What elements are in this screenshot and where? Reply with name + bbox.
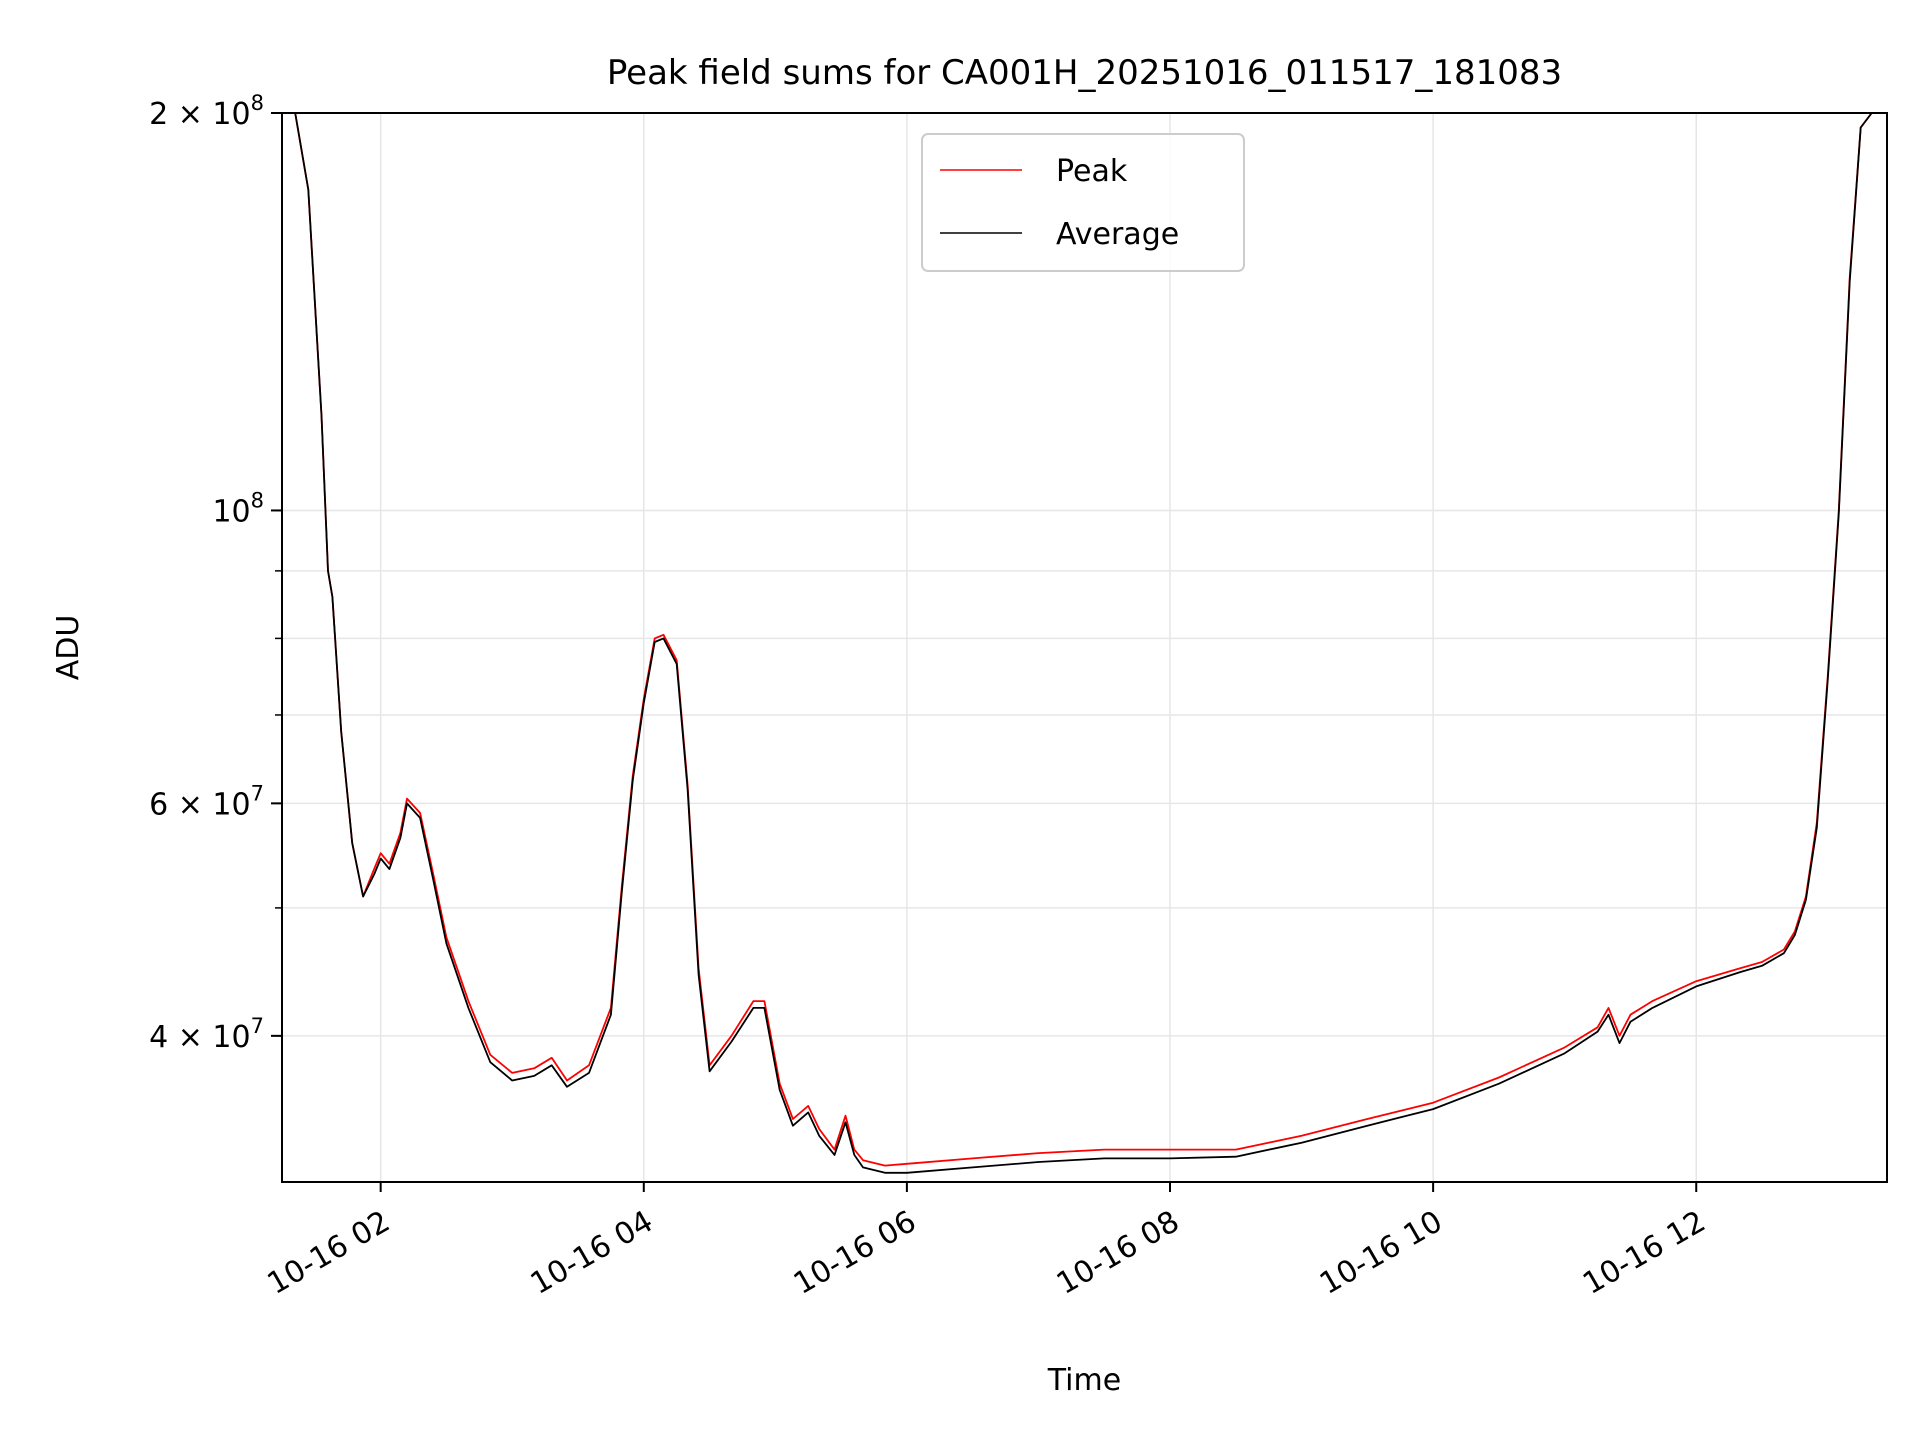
y-tick-label: 6 × 107 bbox=[149, 781, 264, 822]
legend-label-peak: Peak bbox=[1056, 154, 1128, 189]
plot-frame bbox=[281, 112, 1888, 1183]
y-tick-label: 108 bbox=[212, 488, 264, 529]
series-line-average bbox=[282, 112, 1887, 1174]
y-tick-label: 2 × 108 bbox=[149, 91, 264, 132]
x-axis-label: Time bbox=[1047, 1363, 1121, 1398]
legend-label-average: Average bbox=[1056, 217, 1179, 252]
legend: Peak Average bbox=[921, 133, 1245, 272]
y-axis-label: ADU bbox=[51, 615, 86, 681]
series-line-peak bbox=[282, 112, 1887, 1167]
y-tick-label: 4 × 107 bbox=[149, 1014, 264, 1055]
legend-box bbox=[921, 133, 1245, 272]
series-layer bbox=[282, 112, 1887, 1174]
chart-title: Peak field sums for CA001H_20251016_0115… bbox=[607, 53, 1562, 93]
